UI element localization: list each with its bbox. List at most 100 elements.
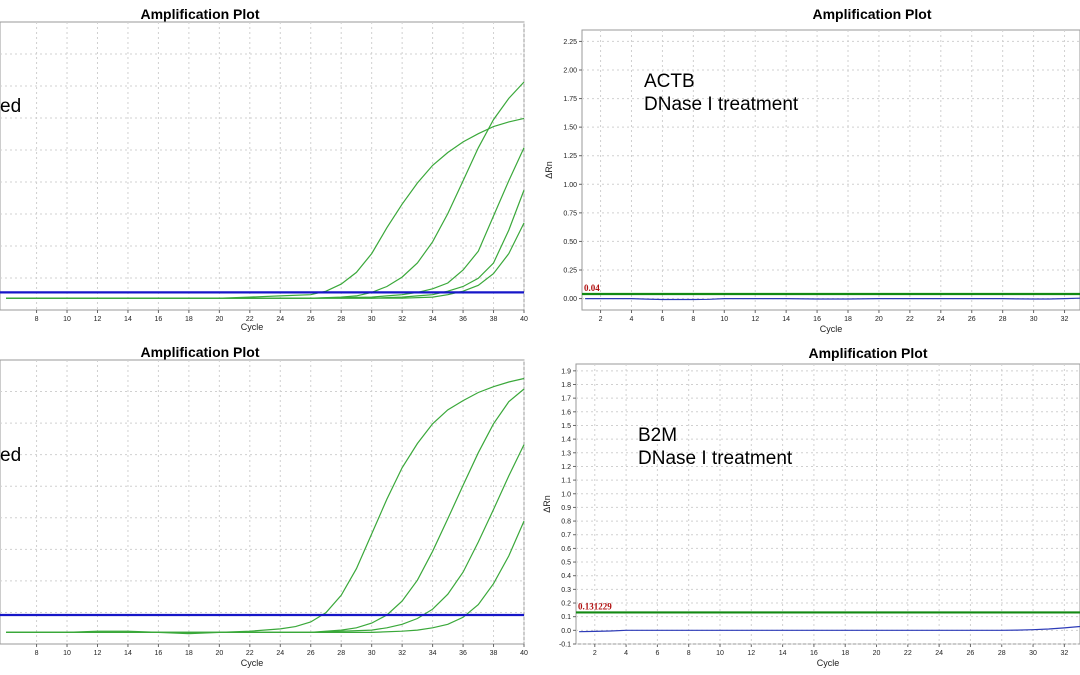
y-tick-label: 1.00: [563, 182, 577, 189]
y-tick-label: 0.2: [561, 601, 571, 608]
y-tick-label: 1.7: [561, 396, 571, 403]
x-tick-label: 2: [593, 650, 597, 657]
x-tick-label: 32: [398, 650, 406, 657]
annotation-line: ed: [0, 96, 22, 117]
x-tick-label: 22: [246, 316, 254, 323]
x-tick-label: 30: [1029, 650, 1037, 657]
x-tick-label: 16: [813, 316, 821, 323]
y-tick-label: 0.50: [563, 239, 577, 246]
y-tick-label: 0.9: [561, 505, 571, 512]
x-tick-label: 30: [368, 316, 376, 323]
x-tick-label: 14: [782, 316, 790, 323]
x-tick-label: 6: [660, 316, 664, 323]
amplification-curve: [6, 520, 525, 633]
x-tick-label: 18: [185, 650, 193, 657]
y-tick-label: 2.25: [563, 39, 577, 46]
x-tick-label: 24: [276, 650, 284, 657]
amplification-plot-top-right: 2 4 6 8 10 12 14 16 18 20 22 24 26 28 30 320.000.250.50…: [544, 29, 1080, 334]
y-axis-label: ΔRn: [544, 161, 554, 179]
x-tick-label: 26: [307, 650, 315, 657]
x-tick-label: 20: [873, 650, 881, 657]
plot-area: [0, 21, 525, 311]
y-tick-label: 1.25: [563, 153, 577, 160]
x-tick-label: 36: [459, 316, 467, 323]
amplification-curve: [579, 625, 1080, 633]
x-tick-label: 4: [624, 650, 628, 657]
y-tick-label: 1.0: [561, 491, 571, 498]
annotation-line: DNase I treatment: [638, 448, 793, 469]
y-tick-label: 0.3: [561, 587, 571, 594]
y-tick-label: 0.1: [561, 614, 571, 621]
chart-title: Amplification Plot: [140, 6, 260, 22]
x-tick-label: 4: [630, 316, 634, 323]
y-tick-label: 0.7: [561, 532, 571, 539]
chart-annotation: ed: [0, 95, 21, 118]
y-tick-label: 1.50: [563, 125, 577, 132]
x-axis-label: Cycle: [817, 658, 840, 668]
y-tick-label: 1.4: [561, 437, 571, 444]
x-tick-label: 28: [999, 316, 1007, 323]
x-tick-label: 34: [429, 316, 437, 323]
x-tick-label: 40: [520, 650, 528, 657]
x-tick-label: 28: [998, 650, 1006, 657]
y-tick-label: 1.5: [561, 423, 571, 430]
threshold-label: 0.131229: [578, 601, 612, 611]
x-tick-label: 18: [185, 316, 193, 323]
panel-top-right: Amplification Plot 2 4 6 8 10 12 14 16 18 20 22 24 2…: [540, 0, 1080, 338]
x-tick-label: 20: [875, 316, 883, 323]
x-tick-label: 26: [307, 316, 315, 323]
x-tick-label: 20: [215, 316, 223, 323]
x-tick-label: 38: [490, 650, 498, 657]
y-tick-label: 1.75: [563, 96, 577, 103]
x-tick-label: 34: [429, 650, 437, 657]
x-tick-label: 28: [337, 650, 345, 657]
y-tick-label: 1.2: [561, 464, 571, 471]
x-tick-label: 18: [841, 650, 849, 657]
amplification-plot-bottom-right: 2 4 6 8 10 12 14 16 18 20 22 24 26 28 30 32-0.10.00.10.…: [542, 363, 1080, 668]
x-tick-label: 32: [1061, 316, 1069, 323]
x-tick-label: 24: [937, 316, 945, 323]
x-tick-label: 2: [599, 316, 603, 323]
amplification-plot-bottom-left: 8 10 12 14 16 18 20 22 24 26 28 30 32 34 36 38 40 Cycle: [0, 359, 528, 668]
amplification-curve: [585, 297, 1080, 301]
x-axis-label: Cycle: [820, 324, 843, 334]
x-tick-label: 6: [655, 650, 659, 657]
y-axis-label: ΔRn: [542, 495, 552, 513]
y-tick-label: 1.1: [561, 478, 571, 485]
panel-bottom-right: Amplification Plot 2 4 6 8 10 12 14 16 18 20 22 24 2…: [540, 338, 1080, 675]
x-tick-label: 8: [687, 650, 691, 657]
chart-annotation: ACTB DNase I treatment: [644, 70, 798, 116]
x-tick-label: 32: [1060, 650, 1068, 657]
x-tick-label: 12: [94, 650, 102, 657]
x-tick-label: 18: [844, 316, 852, 323]
y-tick-label: 1.8: [561, 382, 571, 389]
chart-annotation: ed: [0, 444, 21, 467]
x-tick-label: 22: [904, 650, 912, 657]
annotation-line: B2M: [638, 425, 678, 446]
x-tick-label: 36: [459, 650, 467, 657]
plot-area: [581, 29, 1080, 311]
y-tick-label: 0.8: [561, 519, 571, 526]
y-tick-label: 0.00: [563, 296, 577, 303]
annotation-line: ACTB: [644, 71, 695, 92]
threshold-label: 0.04: [584, 283, 600, 293]
panel-top-left: Amplification Plot 8 10 12 14 16 18 20 22 24 26 28…: [0, 0, 540, 338]
x-tick-label: 16: [155, 650, 163, 657]
x-tick-label: 10: [63, 650, 71, 657]
y-tick-label: 0.25: [563, 268, 577, 275]
x-tick-label: 24: [935, 650, 943, 657]
x-tick-label: 10: [63, 316, 71, 323]
x-axis-label: Cycle: [241, 322, 264, 332]
x-axis-label: Cycle: [241, 658, 264, 668]
y-tick-label: -0.1: [559, 642, 571, 649]
chart-title: Amplification Plot: [140, 344, 260, 360]
chart-title: Amplification Plot: [812, 6, 932, 22]
y-tick-label: 1.9: [561, 368, 571, 375]
annotation-line: DNase I treatment: [644, 94, 799, 115]
x-tick-label: 24: [276, 316, 284, 323]
x-tick-label: 16: [810, 650, 818, 657]
x-tick-label: 40: [520, 316, 528, 323]
x-tick-label: 14: [124, 316, 132, 323]
x-tick-label: 26: [967, 650, 975, 657]
x-tick-label: 32: [398, 316, 406, 323]
